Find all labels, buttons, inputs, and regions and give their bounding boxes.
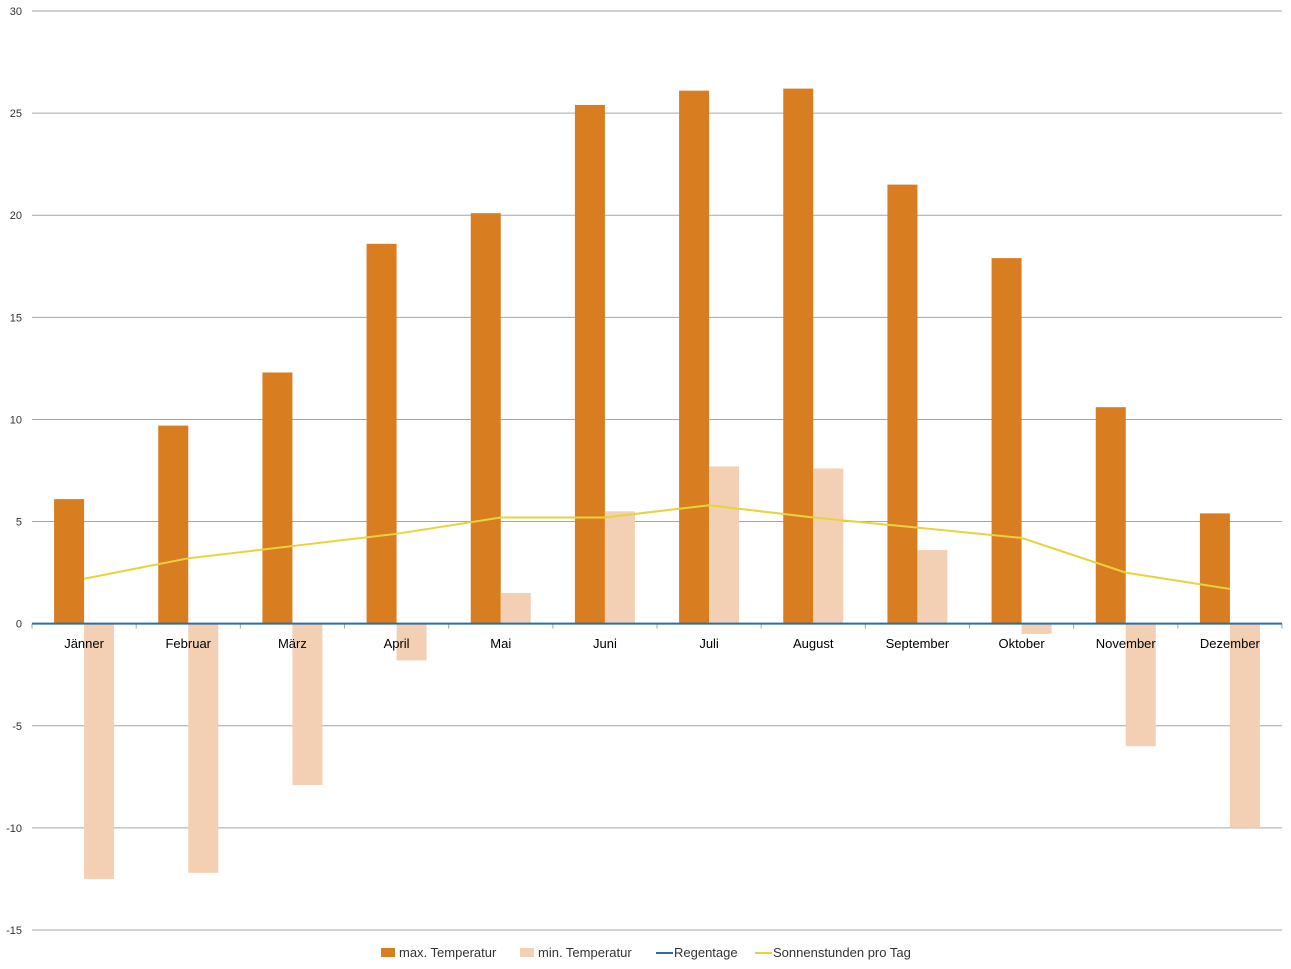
max-temp-bar bbox=[262, 372, 293, 624]
max-temp-bar bbox=[887, 184, 918, 624]
y-tick-label: 10 bbox=[10, 414, 22, 426]
legend: max. Temperatur min. Temperatur Regentage S… bbox=[381, 945, 911, 960]
y-tick-label: 30 bbox=[10, 6, 22, 18]
x-tick-label: März bbox=[278, 636, 307, 651]
y-tick-label: 20 bbox=[10, 210, 22, 222]
y-tick-label: 0 bbox=[16, 619, 22, 631]
max-temp-bar bbox=[679, 90, 710, 624]
min-temp-bar bbox=[1021, 623, 1052, 634]
x-axis-labels: Jänner Februar März April Mai Juni Juli August S… bbox=[64, 636, 1260, 651]
max-temp-bar bbox=[991, 258, 1022, 624]
min-temp-bar bbox=[188, 623, 219, 873]
max-temp-bar bbox=[783, 88, 814, 624]
x-tick-label: Februar bbox=[165, 636, 211, 651]
series-lines bbox=[32, 504, 1282, 625]
gridlines bbox=[32, 10, 1282, 931]
x-tick-label: August bbox=[793, 636, 834, 651]
bars bbox=[54, 88, 1260, 879]
x-tick-label: Oktober bbox=[998, 636, 1045, 651]
max-temp-bar bbox=[1095, 407, 1126, 624]
min-temp-bar bbox=[500, 593, 531, 624]
y-tick-label: 15 bbox=[10, 312, 22, 324]
y-tick-label: -5 bbox=[12, 721, 22, 733]
legend-label: Sonnenstunden pro Tag bbox=[773, 945, 911, 960]
x-tick-label: Dezember bbox=[1200, 636, 1261, 651]
y-tick-label: 5 bbox=[16, 517, 22, 529]
min-temp-bar bbox=[1125, 623, 1156, 747]
max-temp-bar bbox=[366, 243, 397, 624]
legend-swatch bbox=[381, 948, 395, 957]
min-temp-bar bbox=[84, 623, 115, 879]
max-temp-bar bbox=[158, 425, 189, 624]
legend-label: max. Temperatur bbox=[399, 945, 497, 960]
min-temp-bar bbox=[1229, 623, 1260, 828]
y-tick-label: -10 bbox=[6, 823, 22, 835]
y-tick-label: 25 bbox=[10, 108, 22, 120]
x-tick-label: Juni bbox=[593, 636, 617, 651]
max-temp-bar bbox=[470, 213, 501, 624]
x-tick-label: Mai bbox=[490, 636, 511, 651]
min-temp-bar bbox=[396, 623, 427, 661]
max-temp-bar bbox=[1199, 513, 1230, 624]
min-temp-bar bbox=[292, 623, 323, 786]
min-temp-bar bbox=[917, 550, 948, 624]
y-tick-label: -15 bbox=[6, 925, 22, 937]
legend-label: Regentage bbox=[674, 945, 738, 960]
legend-swatch bbox=[520, 948, 534, 957]
y-axis-ticks: -15 -10 -5 0 5 10 15 20 25 30 bbox=[6, 6, 22, 937]
x-tick-label: September bbox=[886, 636, 950, 651]
min-temp-bar bbox=[709, 466, 740, 624]
min-temp-bar bbox=[604, 511, 635, 624]
min-temp-bar bbox=[813, 468, 844, 624]
x-tick-label: Jänner bbox=[64, 636, 104, 651]
x-tick-label: November bbox=[1096, 636, 1157, 651]
sonnenstunden-line bbox=[83, 504, 1231, 590]
max-temp-bar bbox=[574, 104, 605, 624]
x-tick-label: April bbox=[384, 636, 410, 651]
max-temp-bar bbox=[54, 499, 85, 624]
x-tick-label: Juli bbox=[699, 636, 719, 651]
legend-label: min. Temperatur bbox=[538, 945, 632, 960]
